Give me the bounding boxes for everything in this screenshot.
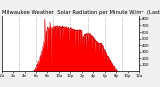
Text: Milwaukee Weather  Solar Radiation per Minute W/m²  (Last 24 Hours): Milwaukee Weather Solar Radiation per Mi… — [2, 10, 160, 15]
